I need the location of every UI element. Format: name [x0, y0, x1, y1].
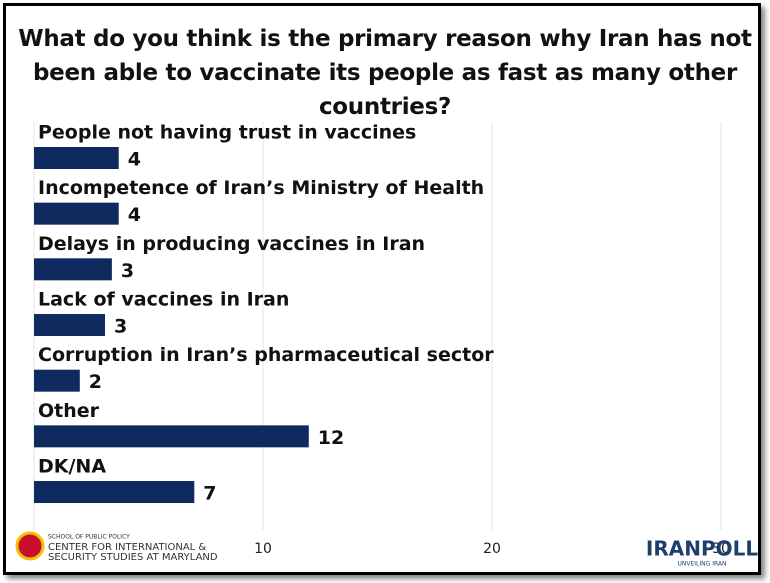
- value-label: 3: [114, 316, 127, 338]
- frame: [3, 3, 761, 575]
- logo-text: IRANPOLL: [646, 537, 758, 561]
- category-label: Corruption in Iran’s pharmaceutical sect…: [38, 344, 494, 366]
- bar: [34, 258, 112, 281]
- bar: [34, 314, 105, 337]
- category-label: Lack of vaccines in Iran: [38, 289, 289, 311]
- value-label: 2: [89, 371, 102, 393]
- logo-text: CENTER FOR INTERNATIONAL &: [48, 542, 206, 553]
- bar: [34, 202, 119, 225]
- bar: [34, 147, 119, 169]
- logo-text: SCHOOL OF PUBLIC POLICY: [48, 534, 130, 541]
- value-label: 4: [128, 149, 141, 171]
- logo-seal: [15, 531, 45, 561]
- category-label: DK/NA: [38, 456, 106, 478]
- x-tick-label: 20: [483, 541, 501, 557]
- logo-text: SECURITY STUDIES AT MARYLAND: [48, 552, 218, 563]
- bar: [34, 481, 195, 504]
- category-label: People not having trust in vaccines: [38, 122, 416, 144]
- value-label: 7: [203, 483, 216, 505]
- value-label: 4: [128, 204, 141, 226]
- value-label: 3: [121, 260, 134, 282]
- x-tick-label: 30: [712, 541, 730, 557]
- value-label: 12: [318, 427, 344, 449]
- category-label: Delays in producing vaccines in Iran: [38, 233, 425, 255]
- x-tick-label: 10: [254, 541, 272, 557]
- category-label: Incompetence of Iran’s Ministry of Healt…: [38, 177, 484, 199]
- bar: [34, 369, 80, 392]
- logo-text: UNVEILING IRAN: [678, 561, 727, 568]
- chart-title: What do you think is the primary reason …: [18, 26, 752, 120]
- category-label: Other: [38, 400, 100, 422]
- bar: [34, 425, 309, 448]
